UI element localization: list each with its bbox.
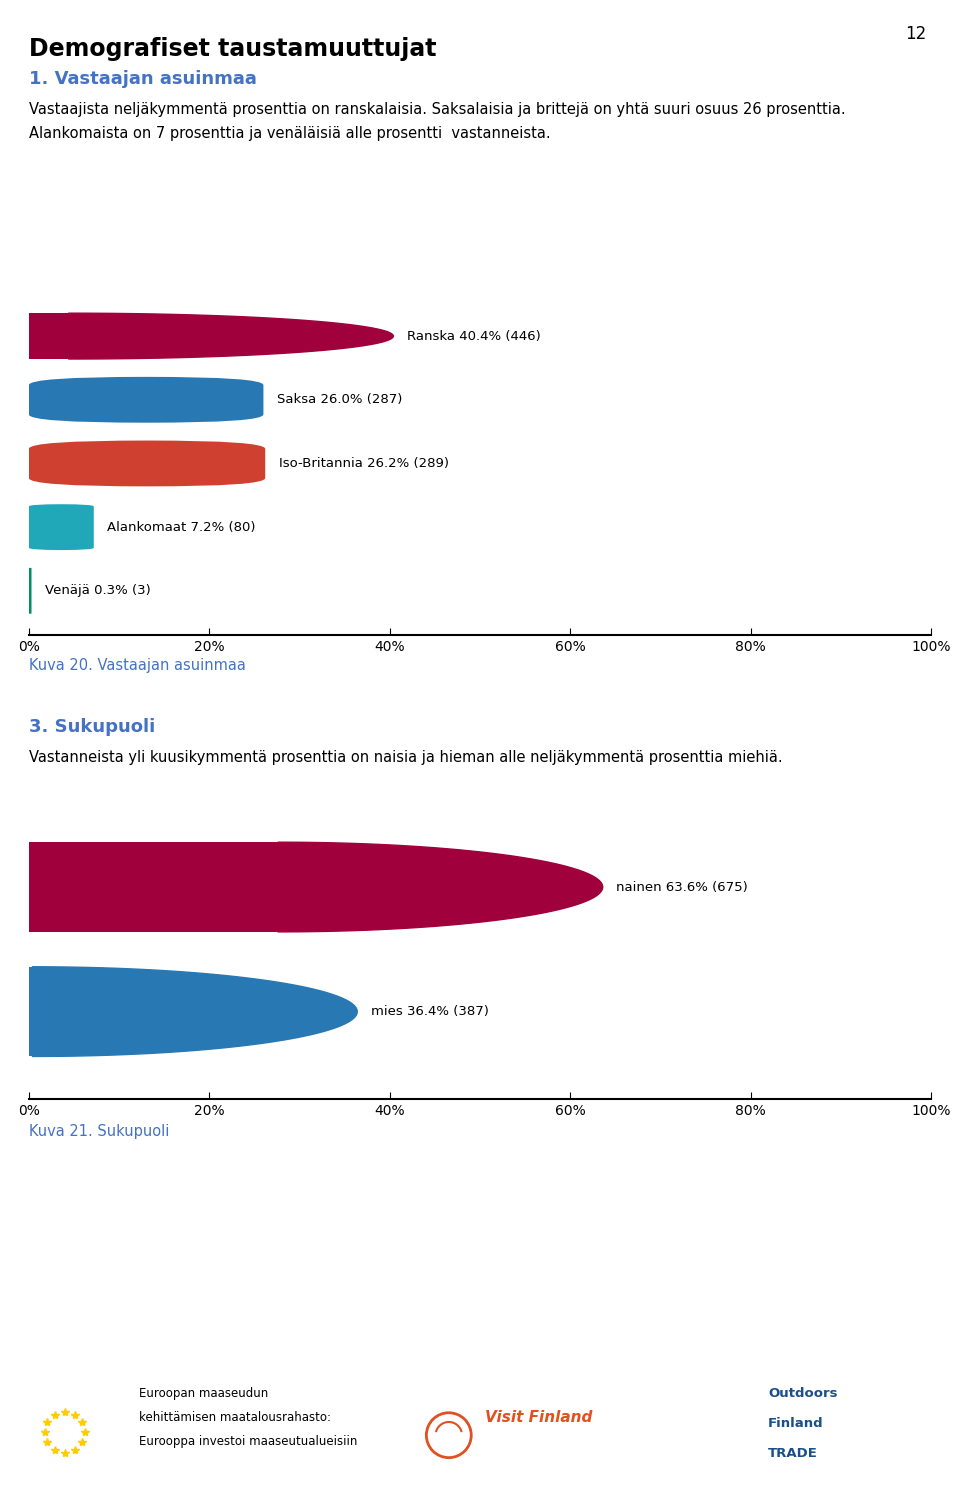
Text: Iso-Britannia 26.2% (289): Iso-Britannia 26.2% (289) <box>278 457 448 469</box>
Text: Euroopan maaseudun: Euroopan maaseudun <box>139 1387 269 1401</box>
Text: Visit Finland: Visit Finland <box>485 1410 592 1425</box>
Text: TRADE: TRADE <box>768 1447 818 1461</box>
Text: Eurooppa investoi maaseutualueisiin: Eurooppa investoi maaseutualueisiin <box>139 1435 357 1449</box>
Text: 3. Sukupuoli: 3. Sukupuoli <box>29 718 156 736</box>
Bar <box>29 967 33 1057</box>
FancyBboxPatch shape <box>29 504 94 550</box>
Text: 12: 12 <box>905 25 926 43</box>
Text: Kuva 21. Sukupuoli: Kuva 21. Sukupuoli <box>29 1124 169 1139</box>
Text: Vastaajista neljäkymmentä prosenttia on ranskalaisia. Saksalaisia ja brittejä on: Vastaajista neljäkymmentä prosenttia on … <box>29 102 846 117</box>
Text: Finland: Finland <box>768 1417 824 1431</box>
Polygon shape <box>68 312 394 359</box>
FancyBboxPatch shape <box>29 377 263 423</box>
Text: Vastanneista yli kuusikymmentä prosenttia on naisia ja hieman alle neljäkymmentä: Vastanneista yli kuusikymmentä prosentti… <box>29 750 782 765</box>
FancyBboxPatch shape <box>29 568 32 614</box>
FancyBboxPatch shape <box>29 441 265 486</box>
Text: Outdoors: Outdoors <box>768 1387 837 1401</box>
Polygon shape <box>277 842 603 931</box>
Text: Kuva 20. Vastaajan asuinmaa: Kuva 20. Vastaajan asuinmaa <box>29 658 246 673</box>
Bar <box>29 842 277 931</box>
Text: Saksa 26.0% (287): Saksa 26.0% (287) <box>277 393 402 407</box>
Text: Alankomaat 7.2% (80): Alankomaat 7.2% (80) <box>108 520 255 534</box>
Polygon shape <box>33 967 357 1057</box>
Text: Ranska 40.4% (446): Ranska 40.4% (446) <box>407 329 540 342</box>
Text: 1. Vastaajan asuinmaa: 1. Vastaajan asuinmaa <box>29 70 256 88</box>
Text: Venäjä 0.3% (3): Venäjä 0.3% (3) <box>45 585 151 598</box>
Text: mies 36.4% (387): mies 36.4% (387) <box>371 1005 489 1018</box>
Text: Demografiset taustamuuttujat: Demografiset taustamuuttujat <box>29 37 436 61</box>
Bar <box>29 312 68 359</box>
Text: kehittämisen maatalousrahasto:: kehittämisen maatalousrahasto: <box>139 1411 331 1425</box>
Text: nainen 63.6% (675): nainen 63.6% (675) <box>616 881 748 894</box>
Text: Alankomaista on 7 prosenttia ja venäläisiä alle prosentti  vastanneista.: Alankomaista on 7 prosenttia ja venäläis… <box>29 126 550 141</box>
